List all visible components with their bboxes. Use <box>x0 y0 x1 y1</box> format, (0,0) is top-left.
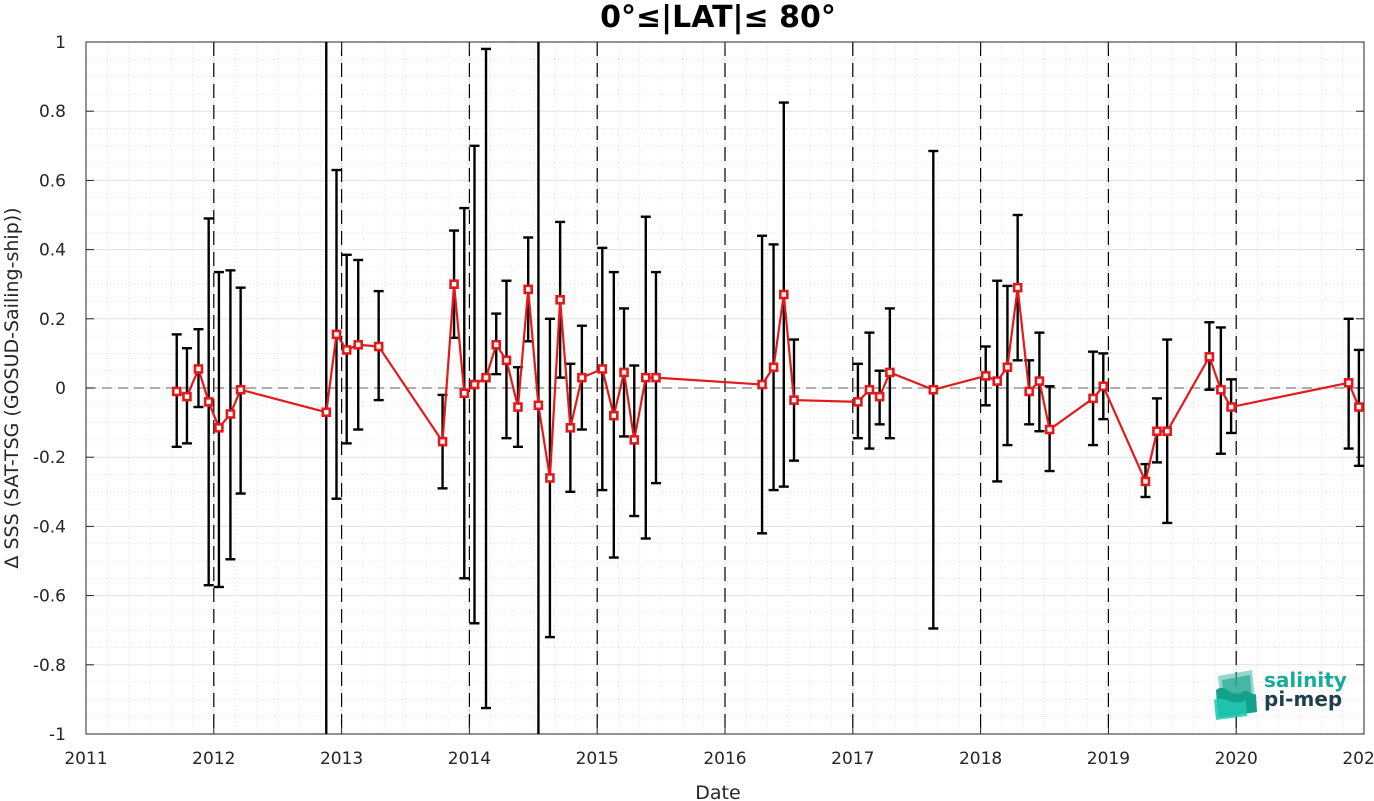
y-tick-label: 0 <box>55 379 66 399</box>
series-markers <box>171 279 1364 487</box>
data-point <box>629 435 640 445</box>
data-point <box>469 379 480 390</box>
data-point <box>651 372 661 383</box>
y-tick-label: -0.4 <box>33 517 66 537</box>
data-point <box>1024 386 1034 397</box>
data-point <box>1140 476 1151 487</box>
data-point <box>1162 426 1172 437</box>
x-tick-label: 2011 <box>64 749 107 769</box>
x-tick-label: 2015 <box>576 749 619 769</box>
logo-text-salinity: salinity <box>1264 668 1347 692</box>
data-point <box>373 341 384 352</box>
data-point <box>449 279 459 290</box>
data-point <box>437 436 448 447</box>
y-tick-label: -0.8 <box>33 656 66 676</box>
y-tick-label: 0.6 <box>39 171 66 191</box>
data-point <box>864 384 875 395</box>
x-tick-label: 2013 <box>320 749 363 769</box>
logo-text-pi-mep: pi-mep <box>1264 687 1342 711</box>
data-point <box>1204 352 1215 362</box>
y-tick-label: -0.6 <box>33 587 66 607</box>
data-point <box>1098 381 1109 392</box>
data-point <box>331 329 342 340</box>
data-point <box>992 376 1003 386</box>
x-tick-label: 2016 <box>703 749 746 769</box>
x-tick-label: 2014 <box>448 749 491 769</box>
data-point <box>1002 362 1013 373</box>
y-tick-label: -0.2 <box>33 448 66 468</box>
data-point <box>577 372 587 383</box>
x-tick-label: 2018 <box>959 749 1002 769</box>
x-axis-title: Date <box>695 782 740 801</box>
year-separators <box>213 42 1237 734</box>
y-axis-title: Δ SSS (SAT-TSG (GOSUD-Sailing-ship)) <box>1 207 23 568</box>
data-point <box>1088 393 1098 404</box>
data-point <box>513 402 523 412</box>
data-point <box>459 388 470 398</box>
y-axis-tick-labels: 1 0.8 0.6 0.4 0.2 0 -0.2 -0.4 -0.6 -0.8 -1 <box>33 33 66 745</box>
data-point <box>203 397 214 407</box>
series-line <box>176 284 1360 485</box>
data-point <box>565 422 576 433</box>
data-point <box>778 289 789 300</box>
data-point <box>171 386 182 397</box>
data-point <box>980 371 991 381</box>
data-point <box>341 345 352 355</box>
y-tick-label: -1 <box>49 725 66 745</box>
y-tick-label: 0.4 <box>39 241 66 261</box>
data-point <box>523 284 533 295</box>
data-point <box>555 294 565 305</box>
data-point <box>225 409 236 419</box>
data-point <box>874 391 885 402</box>
x-axis-tick-labels: 2011 2012 2013 2014 2015 2016 2017 2018 2019 2020… <box>64 749 1374 769</box>
y-tick-label: 1 <box>55 33 66 53</box>
x-tick-label: 2012 <box>192 749 235 769</box>
data-point <box>1152 426 1162 437</box>
data-point <box>545 473 555 483</box>
data-point <box>1226 402 1236 412</box>
data-point <box>321 407 332 418</box>
data-point <box>789 395 799 405</box>
data-point <box>757 379 767 390</box>
data-point <box>481 372 491 383</box>
data-point <box>353 339 364 350</box>
data-point <box>533 400 544 411</box>
data-point <box>1034 376 1045 386</box>
data-point <box>640 372 651 383</box>
data-point <box>235 384 246 395</box>
data-point <box>491 339 502 350</box>
x-tick-label: 2020 <box>1215 749 1258 769</box>
data-point <box>182 391 192 402</box>
data-point <box>1343 378 1354 388</box>
x-tick-label: 2019 <box>1087 749 1130 769</box>
data-point <box>1354 402 1364 412</box>
data-point <box>193 364 204 374</box>
data-point <box>501 355 512 366</box>
salinity-pi-mep-logo: salinity pi-mep <box>1214 668 1347 720</box>
data-point <box>928 384 939 395</box>
data-point <box>214 422 224 433</box>
data-point <box>1216 384 1226 395</box>
wave-icon <box>1214 670 1257 720</box>
data-point <box>853 397 863 407</box>
data-point <box>885 367 895 378</box>
data-point <box>1012 282 1023 293</box>
chart-title: 0°≤|LAT|≤ 80° <box>600 0 836 35</box>
x-tick-label: 2017 <box>831 749 874 769</box>
y-tick-label: 0.8 <box>39 102 66 122</box>
data-point <box>619 367 629 378</box>
data-point <box>768 362 779 373</box>
data-point <box>609 410 619 421</box>
data-point <box>597 364 608 374</box>
y-tick-label: 0.2 <box>39 310 66 330</box>
data-point <box>1044 424 1055 435</box>
